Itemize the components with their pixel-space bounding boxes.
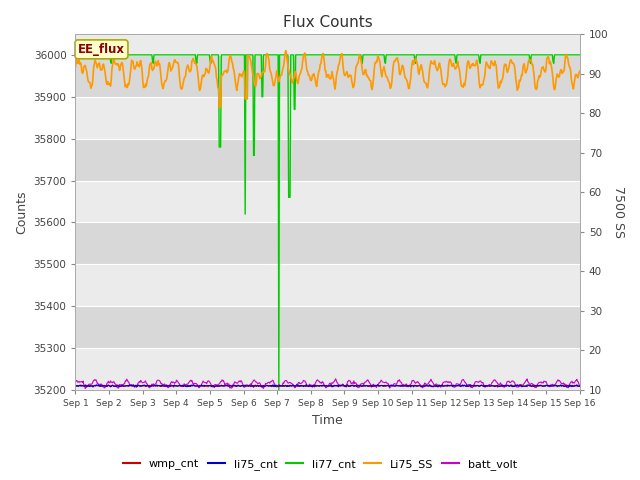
Bar <box>76 264 580 306</box>
Text: EE_flux: EE_flux <box>78 43 125 56</box>
Y-axis label: 7500 SS: 7500 SS <box>612 186 625 238</box>
Bar <box>76 97 580 139</box>
Bar <box>76 306 580 348</box>
Bar <box>76 139 580 180</box>
Bar <box>76 34 580 55</box>
Bar <box>76 55 580 97</box>
Bar <box>76 180 580 222</box>
Bar <box>76 348 580 390</box>
Legend: wmp_cnt, li75_cnt, li77_cnt, Li75_SS, batt_volt: wmp_cnt, li75_cnt, li77_cnt, Li75_SS, ba… <box>119 455 521 474</box>
Title: Flux Counts: Flux Counts <box>283 15 372 30</box>
Y-axis label: Counts: Counts <box>15 190 28 234</box>
X-axis label: Time: Time <box>312 414 343 427</box>
Bar <box>76 222 580 264</box>
